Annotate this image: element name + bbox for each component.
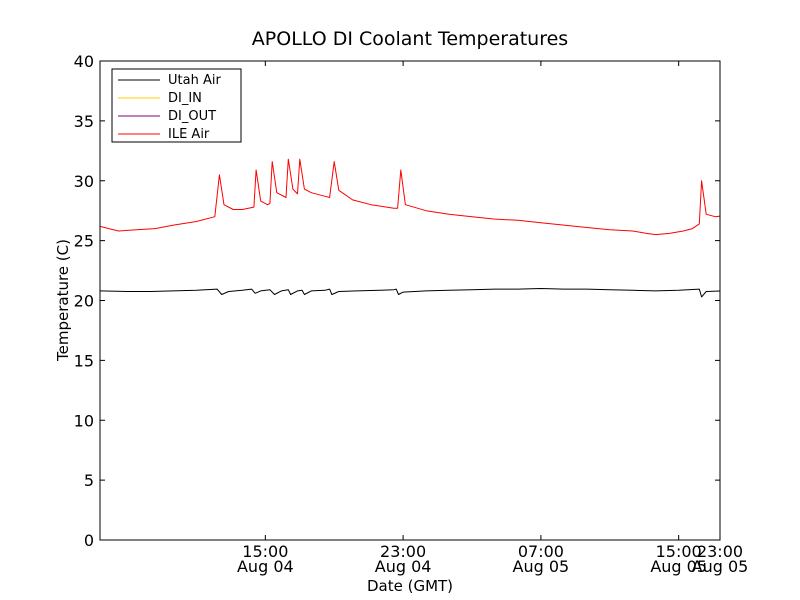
legend-label-di-out: DI_OUT	[168, 109, 216, 124]
chart-title: APOLLO DI Coolant Temperatures	[252, 28, 568, 50]
x-tick-label-date: Aug 05	[650, 557, 707, 576]
y-axis: 0 5 10 15 20 25 30 35 40	[74, 52, 720, 550]
y-tick-label: 0	[84, 531, 94, 550]
y-tick-label: 5	[84, 471, 94, 490]
legend-label-di-in: DI_IN	[168, 91, 202, 106]
y-tick-label: 10	[74, 411, 94, 430]
x-tick-label-date: Aug 04	[237, 557, 294, 576]
x-tick-label-date: Aug 04	[375, 557, 432, 576]
x-tick-label-time: 15:00	[242, 542, 288, 561]
y-tick-label: 15	[74, 351, 94, 370]
legend: Utah Air DI_IN DI_OUT ILE Air	[111, 68, 242, 143]
y-tick-label: 20	[74, 292, 94, 311]
series-line-ile-air	[100, 158, 720, 236]
y-tick-label: 35	[74, 112, 94, 131]
y-tick-label: 40	[74, 52, 94, 71]
series-layer	[100, 158, 720, 298]
x-tick-label-time: 07:00	[518, 542, 564, 561]
x-tick-label-date: Aug 05	[692, 557, 749, 576]
legend-label-utah-air: Utah Air	[168, 73, 221, 88]
x-tick-label-date: Aug 05	[513, 557, 570, 576]
legend-box	[111, 68, 242, 143]
y-tick-label: 25	[74, 232, 94, 251]
x-tick-label-time: 23:00	[380, 542, 426, 561]
x-axis-title: Date (GMT)	[367, 577, 453, 595]
legend-label-ile-air: ILE Air	[168, 127, 210, 142]
y-tick-label: 30	[74, 172, 94, 191]
x-tick-label-time: 15:00	[656, 542, 702, 561]
y-axis-title: Temperature (C)	[54, 239, 72, 362]
series-line-utah-air	[100, 288, 720, 298]
x-tick-label-time: 23:00	[697, 542, 743, 561]
